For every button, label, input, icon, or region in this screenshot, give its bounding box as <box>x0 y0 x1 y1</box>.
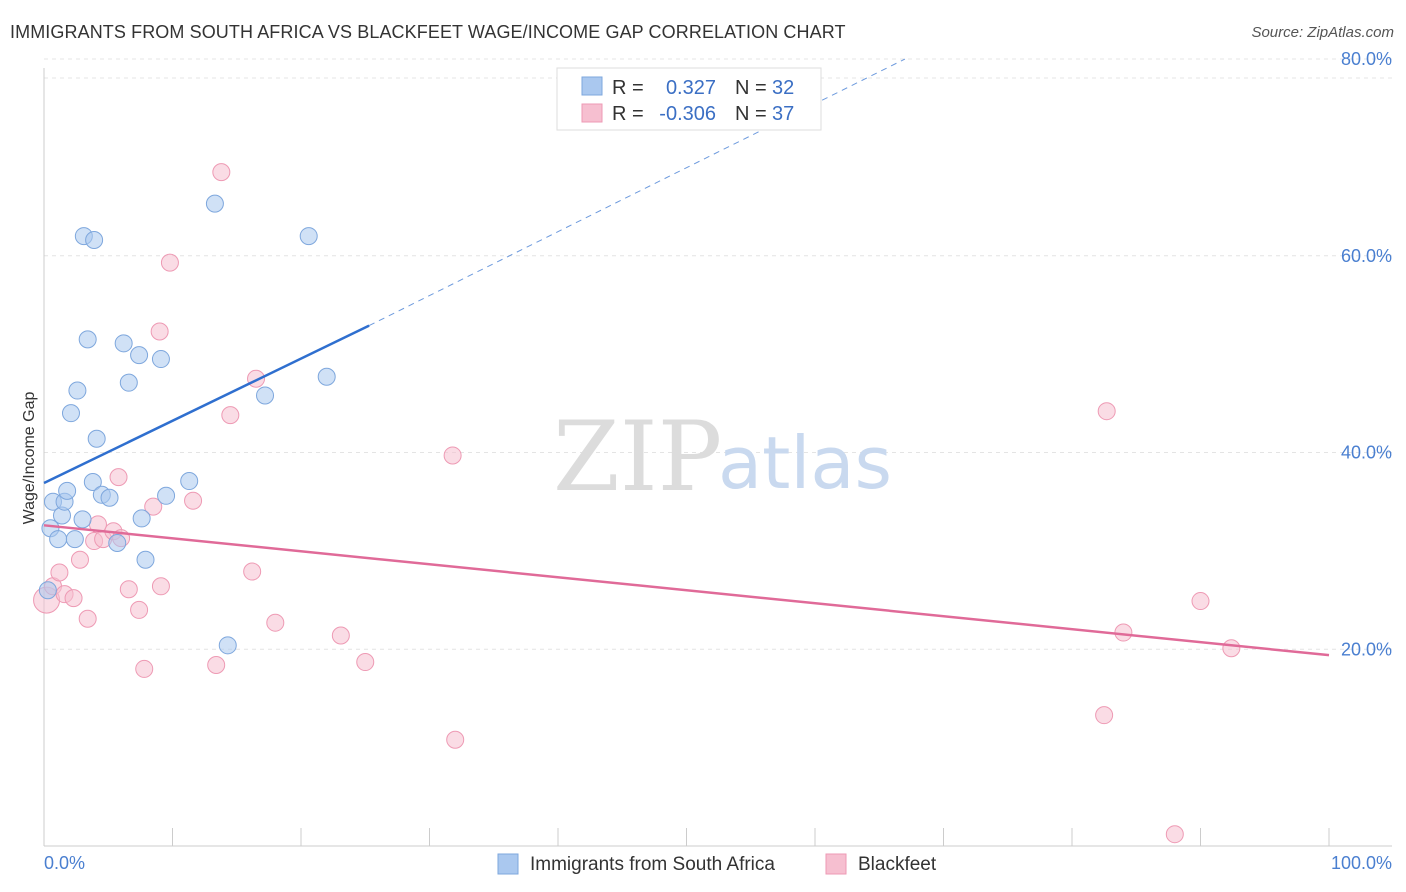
y-tick-label-80: 80.0% <box>1341 49 1392 69</box>
south-africa-point <box>130 346 149 365</box>
blackfeet-point <box>144 497 163 516</box>
trendlines <box>43 58 1330 657</box>
blackfeet-point <box>207 655 226 674</box>
south-africa-point <box>218 636 237 655</box>
legend-n-value-2: 37 <box>772 103 794 125</box>
blackfeet-point <box>70 550 89 569</box>
south-africa-point <box>317 367 336 386</box>
blackfeet-point <box>119 580 138 599</box>
blackfeet-point <box>151 577 170 596</box>
series-legend-swatch-blue[interactable] <box>497 853 519 875</box>
y-tick-label-20: 20.0% <box>1341 639 1392 659</box>
blackfeet-trendline <box>43 524 1330 657</box>
blackfeet-point <box>130 600 149 619</box>
legend-swatch-pink <box>581 103 603 123</box>
south-africa-point <box>108 534 127 553</box>
south-africa-point <box>256 386 275 405</box>
south-africa-point <box>151 350 170 369</box>
blackfeet-point <box>331 626 350 645</box>
series-legend: Immigrants from South Africa Blackfeet <box>497 853 937 875</box>
blackfeet-point <box>160 253 179 272</box>
legend-n-value-1: 32 <box>772 77 794 99</box>
legend-n-label-1: N = <box>735 77 767 99</box>
legend-r-label-1: R = <box>612 77 644 99</box>
blackfeet-point <box>1191 592 1210 611</box>
south-africa-point <box>85 231 104 250</box>
blackfeet-point <box>221 406 240 425</box>
blackfeet-point <box>150 322 169 341</box>
watermark-zip: ZIP <box>553 401 722 513</box>
south-africa-trendline <box>43 324 370 485</box>
blackfeet-point <box>443 446 462 465</box>
south-africa-point <box>136 550 155 569</box>
blackfeet-point <box>184 491 203 510</box>
y-tick-label-60: 60.0% <box>1341 246 1392 266</box>
x-tick-label-max: 100.0% <box>1331 853 1392 873</box>
legend-r-value-1: 0.327 <box>666 77 716 99</box>
y-axis-label: Wage/Income Gap <box>21 392 38 525</box>
south-africa-point <box>100 488 119 507</box>
blackfeet-point <box>446 730 465 749</box>
legend-n-label-2: N = <box>735 103 767 125</box>
blackfeet-point <box>356 653 375 672</box>
blackfeet-point <box>78 609 97 628</box>
south-africa-point <box>58 481 77 500</box>
south-africa-point <box>119 373 138 392</box>
south-africa-point <box>73 510 92 529</box>
south-africa-point <box>114 334 133 353</box>
south-africa-point <box>38 581 57 600</box>
x-tick-label-min: 0.0% <box>44 853 85 873</box>
legend-swatch-blue <box>581 76 603 96</box>
south-africa-point <box>157 486 176 505</box>
chart-title: IMMIGRANTS FROM SOUTH AFRICA VS BLACKFEE… <box>10 22 846 42</box>
legend-r-value-2: -0.306 <box>659 103 716 125</box>
watermark-atlas: atlas <box>718 421 892 505</box>
south-africa-point <box>65 530 84 549</box>
south-africa-point <box>132 509 151 528</box>
series-legend-swatch-pink[interactable] <box>825 853 847 875</box>
blackfeet-point <box>212 163 231 182</box>
south-africa-point <box>180 472 199 491</box>
south-africa-points <box>38 194 336 655</box>
series-legend-label-pink[interactable]: Blackfeet <box>858 854 937 875</box>
gridlines <box>44 58 1392 650</box>
blackfeet-point <box>1095 706 1114 725</box>
y-tick-labels: 20.0% 40.0% 60.0% 80.0% <box>1341 49 1392 659</box>
series-legend-label-blue[interactable]: Immigrants from South Africa <box>530 854 775 875</box>
south-africa-point <box>78 330 97 349</box>
south-africa-point <box>205 194 224 213</box>
legend-r-label-2: R = <box>612 103 644 125</box>
blackfeet-point <box>135 659 154 678</box>
blackfeet-point <box>243 562 262 581</box>
south-africa-point <box>49 530 68 549</box>
blackfeet-point <box>1222 639 1241 658</box>
correlation-legend: R = 0.327 N = 32 R = -0.306 N = 37 <box>556 67 822 131</box>
south-africa-point <box>87 429 106 448</box>
blackfeet-point <box>109 468 128 487</box>
blackfeet-point <box>50 563 69 582</box>
blackfeet-point <box>266 613 285 632</box>
south-africa-point <box>299 227 318 246</box>
blackfeet-point <box>64 589 83 608</box>
source-label: Source: ZipAtlas.com <box>1251 24 1394 41</box>
south-africa-point <box>61 404 80 423</box>
blackfeet-point <box>1097 402 1116 421</box>
x-axis-ticks <box>43 828 1330 846</box>
y-tick-label-40: 40.0% <box>1341 443 1392 463</box>
south-africa-point <box>83 473 102 492</box>
south-africa-point <box>68 381 87 400</box>
blackfeet-point <box>1165 825 1184 844</box>
